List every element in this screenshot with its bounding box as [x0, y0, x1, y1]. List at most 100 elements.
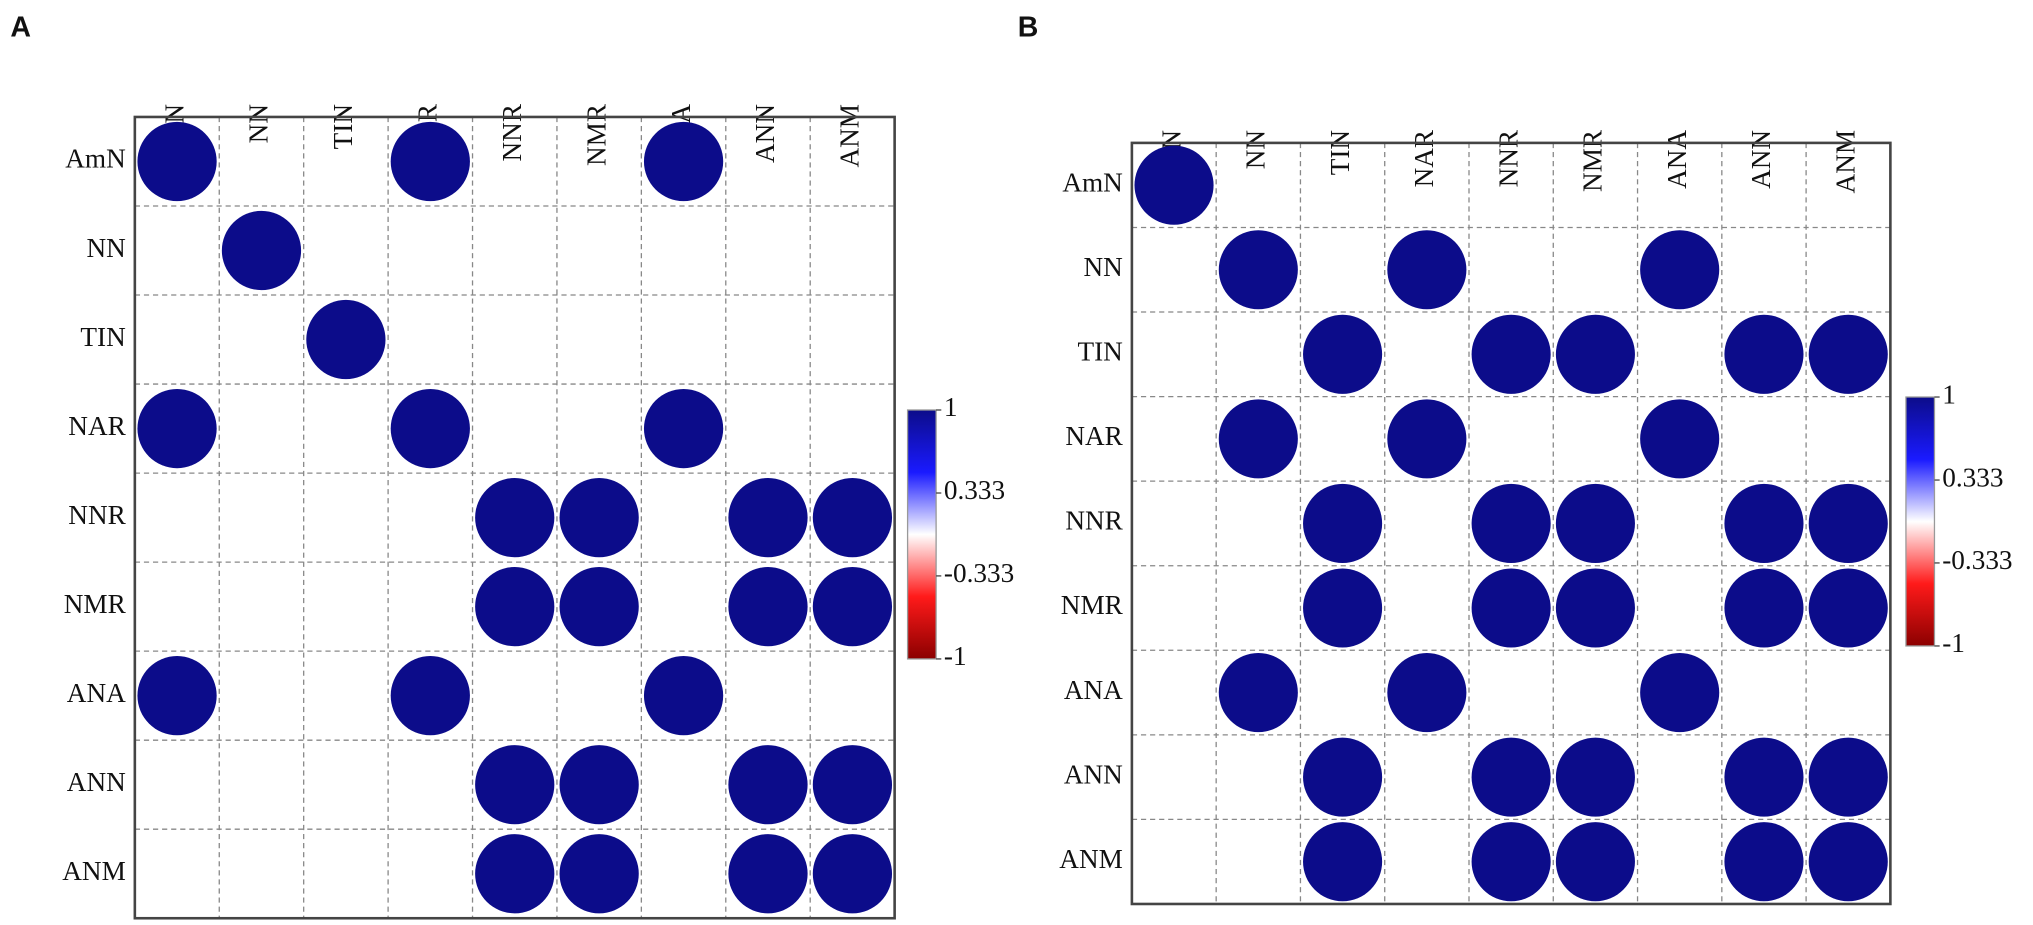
correlation-dot	[1808, 822, 1888, 902]
colorbar-tick-label: 1	[1942, 379, 1956, 409]
x-tick-label: NMR	[581, 103, 611, 166]
colorbar-tick-label: 0.333	[1942, 462, 2003, 492]
y-tick-label: ANA	[67, 678, 126, 708]
y-tick-label: TIN	[1077, 337, 1123, 367]
x-tick-label: NN	[1241, 130, 1271, 170]
correlation-dot	[306, 299, 386, 380]
correlation-dot	[812, 745, 893, 825]
x-tick-label: NNR	[497, 103, 527, 161]
correlation-dot	[559, 477, 639, 558]
correlation-dot	[1303, 822, 1383, 902]
correlation-dot	[1640, 399, 1720, 479]
correlation-dot	[1724, 822, 1804, 902]
correlation-dot	[1218, 399, 1298, 479]
y-tick-label: NMR	[64, 589, 127, 619]
correlation-dot	[1471, 314, 1551, 394]
x-tick-label: TIN	[328, 104, 358, 150]
correlation-dot	[475, 477, 555, 558]
correlation-dot	[643, 388, 724, 469]
correlation-dot	[1387, 230, 1467, 310]
correlation-dot	[1387, 399, 1467, 479]
correlation-dot	[475, 567, 555, 647]
correlation-dot	[559, 745, 639, 825]
correlation-dot	[643, 121, 724, 202]
correlation-dot	[1303, 314, 1383, 394]
correlation-dot	[390, 656, 470, 736]
y-tick-label: NAR	[1065, 421, 1123, 451]
y-tick-label: TIN	[80, 322, 126, 352]
correlation-dot	[1218, 653, 1298, 733]
y-tick-label: NN	[86, 233, 126, 263]
correlation-dot	[1724, 568, 1804, 648]
correlation-dot	[1555, 737, 1635, 817]
correlation-dot	[221, 210, 302, 291]
x-tick-label: NNR	[1493, 129, 1523, 187]
colorbar-tick-label: -0.333	[944, 558, 1014, 588]
x-tick-label: ANA	[1662, 130, 1692, 189]
y-tick-label: NNR	[68, 500, 126, 530]
y-tick-label: NMR	[1061, 590, 1124, 620]
correlation-dot	[1555, 314, 1635, 394]
correlation-dot	[1724, 737, 1804, 817]
x-tick-label: NAR	[1409, 129, 1439, 187]
x-tick-label: ANM	[835, 104, 865, 168]
correlation-dot	[812, 477, 893, 558]
x-tick-label: ANN	[1746, 130, 1776, 189]
correlation-dot	[1218, 230, 1298, 310]
x-tick-label: NN	[244, 104, 274, 144]
y-tick-label: ANM	[62, 856, 126, 886]
x-tick-label: ANM	[1830, 130, 1860, 194]
correlation-dot	[390, 121, 470, 202]
correlation-dot	[1303, 568, 1383, 648]
x-tick-label: ANN	[750, 104, 780, 163]
colorbar	[906, 409, 937, 660]
y-tick-label: NN	[1083, 252, 1123, 282]
x-tick-label: TIN	[1325, 130, 1355, 176]
y-tick-label: NNR	[1065, 506, 1123, 536]
correlation-dot	[1303, 737, 1383, 817]
correlation-dot	[1134, 145, 1214, 225]
correlation-dot	[475, 834, 555, 914]
correlation-dot	[643, 656, 724, 736]
correlation-dot	[475, 745, 555, 825]
correlation-dot	[1640, 230, 1720, 310]
correlation-dot	[1555, 483, 1635, 563]
y-tick-label: ANM	[1059, 844, 1123, 874]
colorbar-tick-label: -1	[1942, 628, 1965, 658]
correlation-dot	[728, 745, 808, 825]
correlation-dot	[1808, 568, 1888, 648]
colorbar-tick-label: 1	[944, 392, 958, 422]
correlation-dot	[812, 834, 893, 914]
correlation-dot	[1471, 568, 1551, 648]
y-tick-label: ANN	[67, 767, 126, 797]
correlation-dot	[559, 834, 639, 914]
correlation-dot	[559, 567, 639, 647]
correlation-dot	[1471, 737, 1551, 817]
x-tick-label: NMR	[1578, 129, 1608, 192]
correlation-dot	[1808, 737, 1888, 817]
plot-border	[133, 115, 896, 920]
correlation-dot	[1640, 653, 1720, 733]
colorbar-tick-label: 0.333	[944, 475, 1005, 505]
correlation-dot	[1303, 483, 1383, 563]
y-tick-label: AmN	[1062, 167, 1123, 197]
y-tick-label: NAR	[68, 411, 126, 441]
correlation-dot	[1724, 314, 1804, 394]
correlation-dot	[137, 656, 217, 736]
colorbar	[1905, 396, 1936, 647]
correlation-dot	[728, 834, 808, 914]
correlation-dot	[1471, 483, 1551, 563]
y-tick-label: AmN	[65, 144, 126, 174]
correlation-dot	[812, 567, 893, 647]
y-tick-label: ANA	[1064, 675, 1123, 705]
correlation-dot	[728, 567, 808, 647]
correlation-dot	[1555, 568, 1635, 648]
panel-label: B	[1018, 11, 1039, 43]
correlation-dot	[390, 388, 470, 469]
correlation-dot	[137, 121, 217, 202]
y-tick-label: ANN	[1064, 759, 1123, 789]
panel-label: A	[10, 11, 31, 43]
correlation-dot	[1555, 822, 1635, 902]
correlation-dot	[1808, 314, 1888, 394]
